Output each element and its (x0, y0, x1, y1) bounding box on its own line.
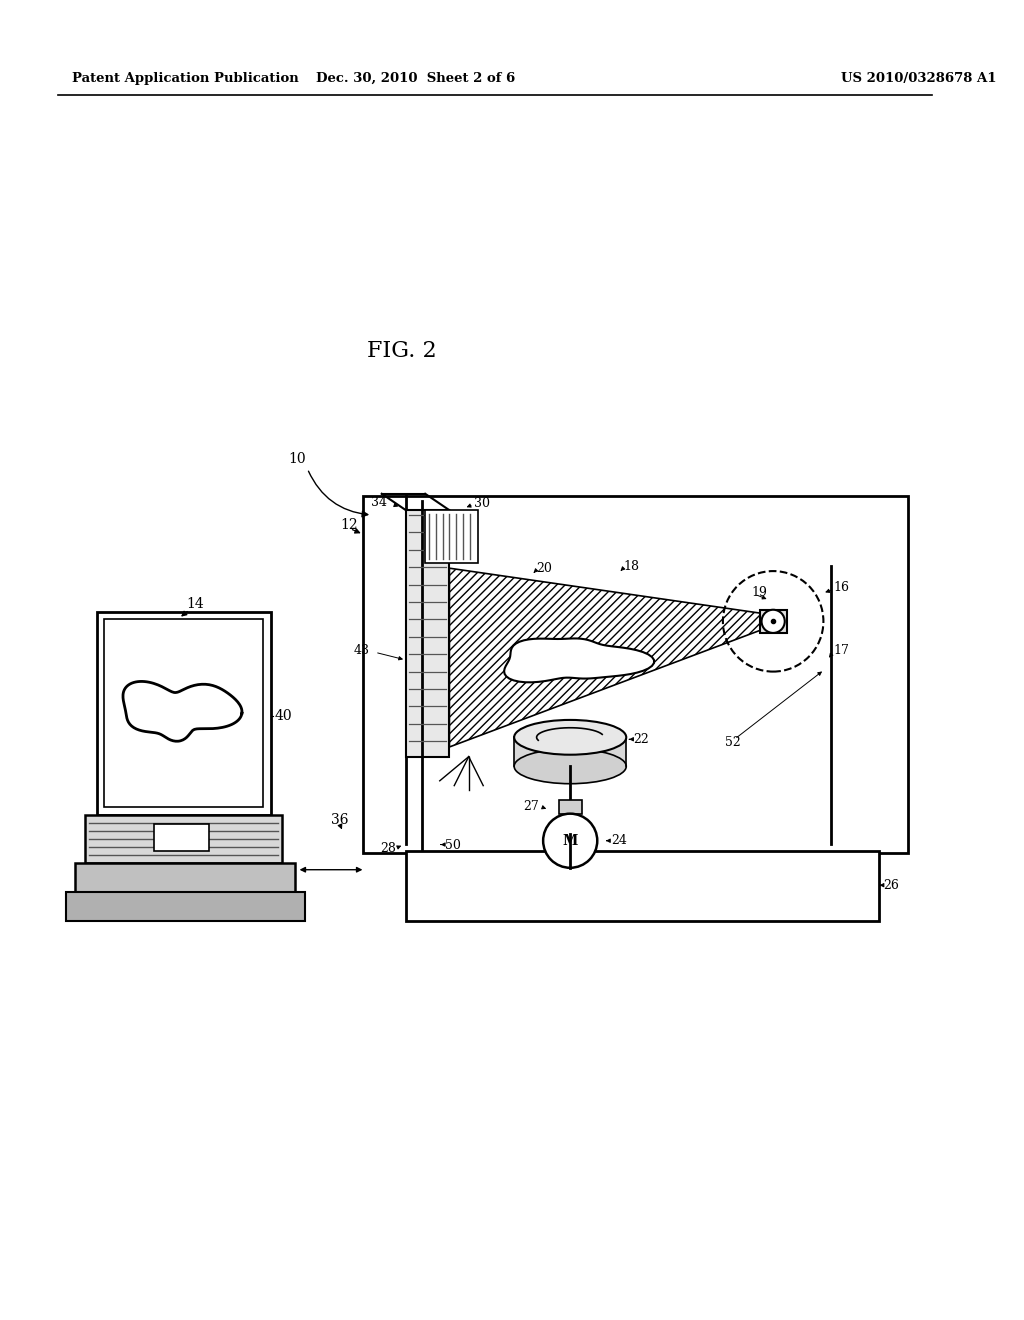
Bar (154, 824, 209, 851)
Text: 26: 26 (884, 879, 899, 892)
Bar (66, 892, 305, 921)
Text: 40: 40 (274, 709, 292, 723)
Text: 24: 24 (610, 834, 627, 847)
Text: 18: 18 (624, 560, 639, 573)
Text: Dec. 30, 2010  Sheet 2 of 6: Dec. 30, 2010 Sheet 2 of 6 (316, 71, 515, 84)
Ellipse shape (514, 719, 627, 755)
Text: US 2010/0328678 A1: US 2010/0328678 A1 (841, 71, 996, 84)
Text: 16: 16 (834, 581, 849, 594)
Circle shape (543, 813, 597, 867)
Text: 14: 14 (186, 597, 204, 611)
Polygon shape (450, 568, 764, 747)
Circle shape (762, 610, 784, 632)
Text: 34: 34 (371, 496, 387, 510)
Text: FIG. 2: FIG. 2 (368, 339, 437, 362)
Text: 27: 27 (523, 800, 540, 813)
Polygon shape (406, 511, 450, 756)
Text: 19: 19 (752, 586, 768, 599)
Bar (76, 863, 295, 892)
Text: Patent Application Publication: Patent Application Publication (73, 71, 299, 84)
Text: 12: 12 (340, 517, 357, 532)
Text: 36: 36 (331, 813, 348, 828)
Text: 10: 10 (288, 451, 305, 466)
Text: 17: 17 (834, 644, 849, 657)
Text: 50: 50 (444, 840, 461, 851)
Text: 20: 20 (537, 562, 552, 574)
Bar (425, 511, 478, 564)
Text: M: M (562, 834, 578, 847)
Bar (104, 619, 263, 807)
Bar (364, 496, 908, 853)
Text: 28: 28 (380, 842, 396, 855)
Polygon shape (504, 639, 654, 682)
Text: 30: 30 (473, 496, 489, 510)
Text: 48: 48 (578, 828, 594, 841)
Bar (559, 800, 582, 813)
Bar (514, 738, 627, 767)
Bar (96, 611, 270, 814)
Text: 52: 52 (725, 735, 740, 748)
Ellipse shape (514, 748, 627, 784)
Bar (85, 814, 283, 863)
Bar (760, 610, 786, 632)
Text: 22: 22 (633, 733, 649, 746)
Text: 43: 43 (353, 644, 370, 657)
Bar (406, 851, 880, 921)
